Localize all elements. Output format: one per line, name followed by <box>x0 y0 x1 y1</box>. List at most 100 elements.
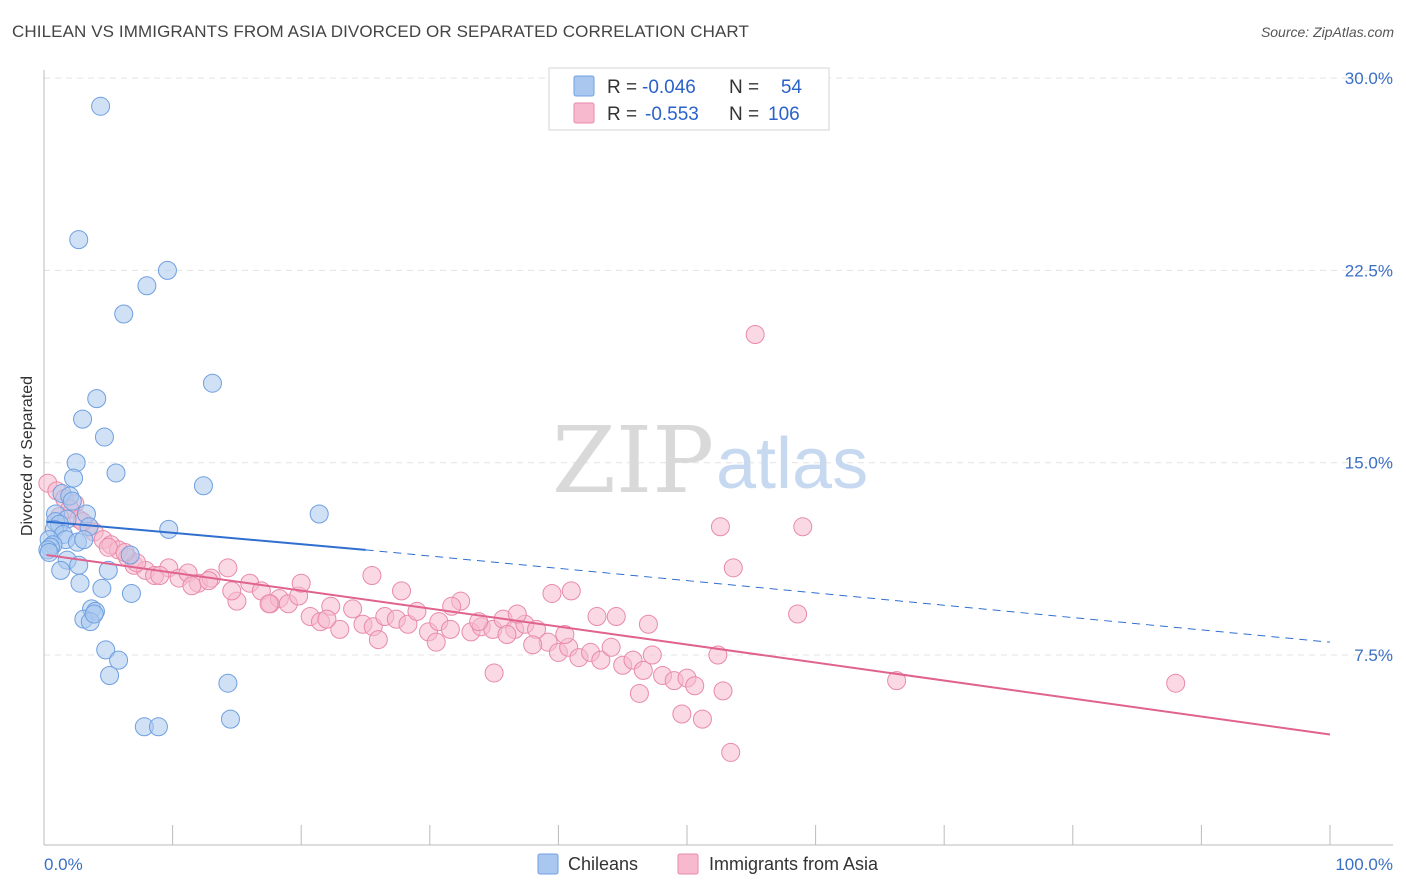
immigrants-point-86 <box>317 609 337 629</box>
immigrants-point-32 <box>330 619 350 639</box>
legend-n-value-1: 54 <box>781 77 803 98</box>
chileans-point-34 <box>39 542 59 562</box>
chileans-point-38 <box>51 560 71 580</box>
chileans-trendline-extension <box>365 549 1331 643</box>
x-tick-label-min: 0.0% <box>44 855 83 874</box>
bottom-legend-swatch-chileans <box>537 853 559 875</box>
immigrants-point-105 <box>1166 673 1186 693</box>
immigrants-point-84 <box>199 571 219 591</box>
chileans-point-6 <box>87 389 107 409</box>
y-tick-label-0: 7.5% <box>1354 646 1393 665</box>
trendlines <box>46 520 1331 736</box>
legend-r-label-1: R = <box>607 77 637 98</box>
immigrants-point-57 <box>601 637 621 657</box>
watermark-atlas: atlas <box>716 424 868 504</box>
legend-n-label-1: N = <box>729 77 759 98</box>
immigrants-point-104 <box>887 671 907 691</box>
immigrants-point-85 <box>222 581 242 601</box>
immigrants-trendline <box>46 554 1331 736</box>
bottom-legend-label-immigrants: Immigrants from Asia <box>709 854 879 874</box>
chileans-point-33 <box>120 545 140 565</box>
chileans-point-12 <box>193 476 213 496</box>
immigrants-point-74 <box>392 581 412 601</box>
immigrants-point-93 <box>629 683 649 703</box>
immigrants-point-42 <box>440 619 460 639</box>
chileans-point-0 <box>91 96 111 116</box>
chileans-point-39 <box>70 573 90 593</box>
immigrants-point-95 <box>692 709 712 729</box>
chileans-point-40 <box>92 578 112 598</box>
chileans-point-29 <box>74 530 94 550</box>
y-tick-label-2: 22.5% <box>1345 261 1393 280</box>
immigrants-point-94 <box>672 704 692 724</box>
immigrants-point-68 <box>561 581 581 601</box>
immigrants-point-92 <box>606 607 626 627</box>
chileans-point-16 <box>309 504 329 524</box>
immigrants-point-56 <box>591 650 611 670</box>
immigrants-point-98 <box>723 558 743 578</box>
immigrants-point-96 <box>721 742 741 762</box>
chileans-point-37 <box>98 560 118 580</box>
chileans-point-7 <box>73 409 93 429</box>
chileans-point-53 <box>84 604 104 624</box>
chileans-point-4 <box>114 304 134 324</box>
chileans-point-24 <box>159 519 179 539</box>
chileans-point-2 <box>157 260 177 280</box>
immigrants-point-87 <box>368 630 388 650</box>
immigrants-point-101 <box>788 604 808 624</box>
immigrants-point-65 <box>685 676 705 696</box>
axes <box>43 70 1393 846</box>
immigrants-point-33 <box>343 599 363 619</box>
legend-r-value-2: -0.553 <box>645 104 699 125</box>
immigrants-point-99 <box>745 325 765 344</box>
immigrants-point-103 <box>713 681 733 701</box>
immigrants-point-73 <box>426 632 446 652</box>
chileans-point-52 <box>148 717 168 737</box>
chileans-point-15 <box>62 491 82 511</box>
y-tick-label-1: 15.0% <box>1345 454 1393 473</box>
chart-source: Source: ZipAtlas.com <box>1260 24 1394 40</box>
immigrants-point-75 <box>362 566 382 586</box>
chileans-point-46 <box>96 640 116 660</box>
bottom-legend-swatch-immigrants <box>677 853 699 875</box>
watermark-zip: ZIP <box>552 407 714 514</box>
immigrants-point-70 <box>497 624 517 644</box>
legend-swatch-immigrants <box>573 102 595 124</box>
x-tick-label-max: 100.0% <box>1335 855 1393 874</box>
chileans-point-10 <box>106 463 126 483</box>
immigrants-point-67 <box>587 607 607 627</box>
legend-r-label-2: R = <box>607 104 637 125</box>
chileans-points <box>38 96 329 737</box>
immigrants-point-97 <box>710 517 730 537</box>
gridlines <box>44 77 1393 656</box>
y-axis-title: Divorced or Separated <box>19 376 36 536</box>
immigrants-point-21 <box>218 558 238 578</box>
immigrants-point-89 <box>469 612 489 632</box>
watermark: ZIP atlas <box>552 407 868 514</box>
chileans-trendline <box>46 520 366 551</box>
immigrants-point-76 <box>291 573 311 593</box>
chileans-point-48 <box>100 666 120 686</box>
y-tick-labels: 7.5% 15.0% 22.5% 30.0% <box>1345 69 1393 665</box>
bottom-legend-label-chileans: Chileans <box>568 854 638 874</box>
immigrants-point-66 <box>638 614 658 634</box>
chileans-point-5 <box>202 373 222 393</box>
immigrants-point-77 <box>259 594 279 614</box>
legend-n-label-2: N = <box>729 104 759 125</box>
y-tick-label-3: 30.0% <box>1345 69 1393 88</box>
immigrants-point-71 <box>484 663 504 683</box>
chileans-point-1 <box>69 230 89 250</box>
chileans-point-8 <box>94 427 114 447</box>
chileans-point-41 <box>121 583 141 603</box>
chileans-point-47 <box>109 650 129 670</box>
immigrants-point-81 <box>98 537 118 557</box>
immigrants-point-100 <box>793 517 813 537</box>
stats-legend-frame <box>548 67 830 131</box>
immigrants-point-91 <box>542 583 562 603</box>
stats-legend: R = -0.046 N = 54 R = -0.553 N = 106 <box>548 67 830 131</box>
immigrants-point-72 <box>523 635 543 655</box>
legend-n-value-2: 106 <box>768 104 800 125</box>
chileans-point-49 <box>218 673 238 693</box>
chileans-point-11 <box>64 468 84 488</box>
